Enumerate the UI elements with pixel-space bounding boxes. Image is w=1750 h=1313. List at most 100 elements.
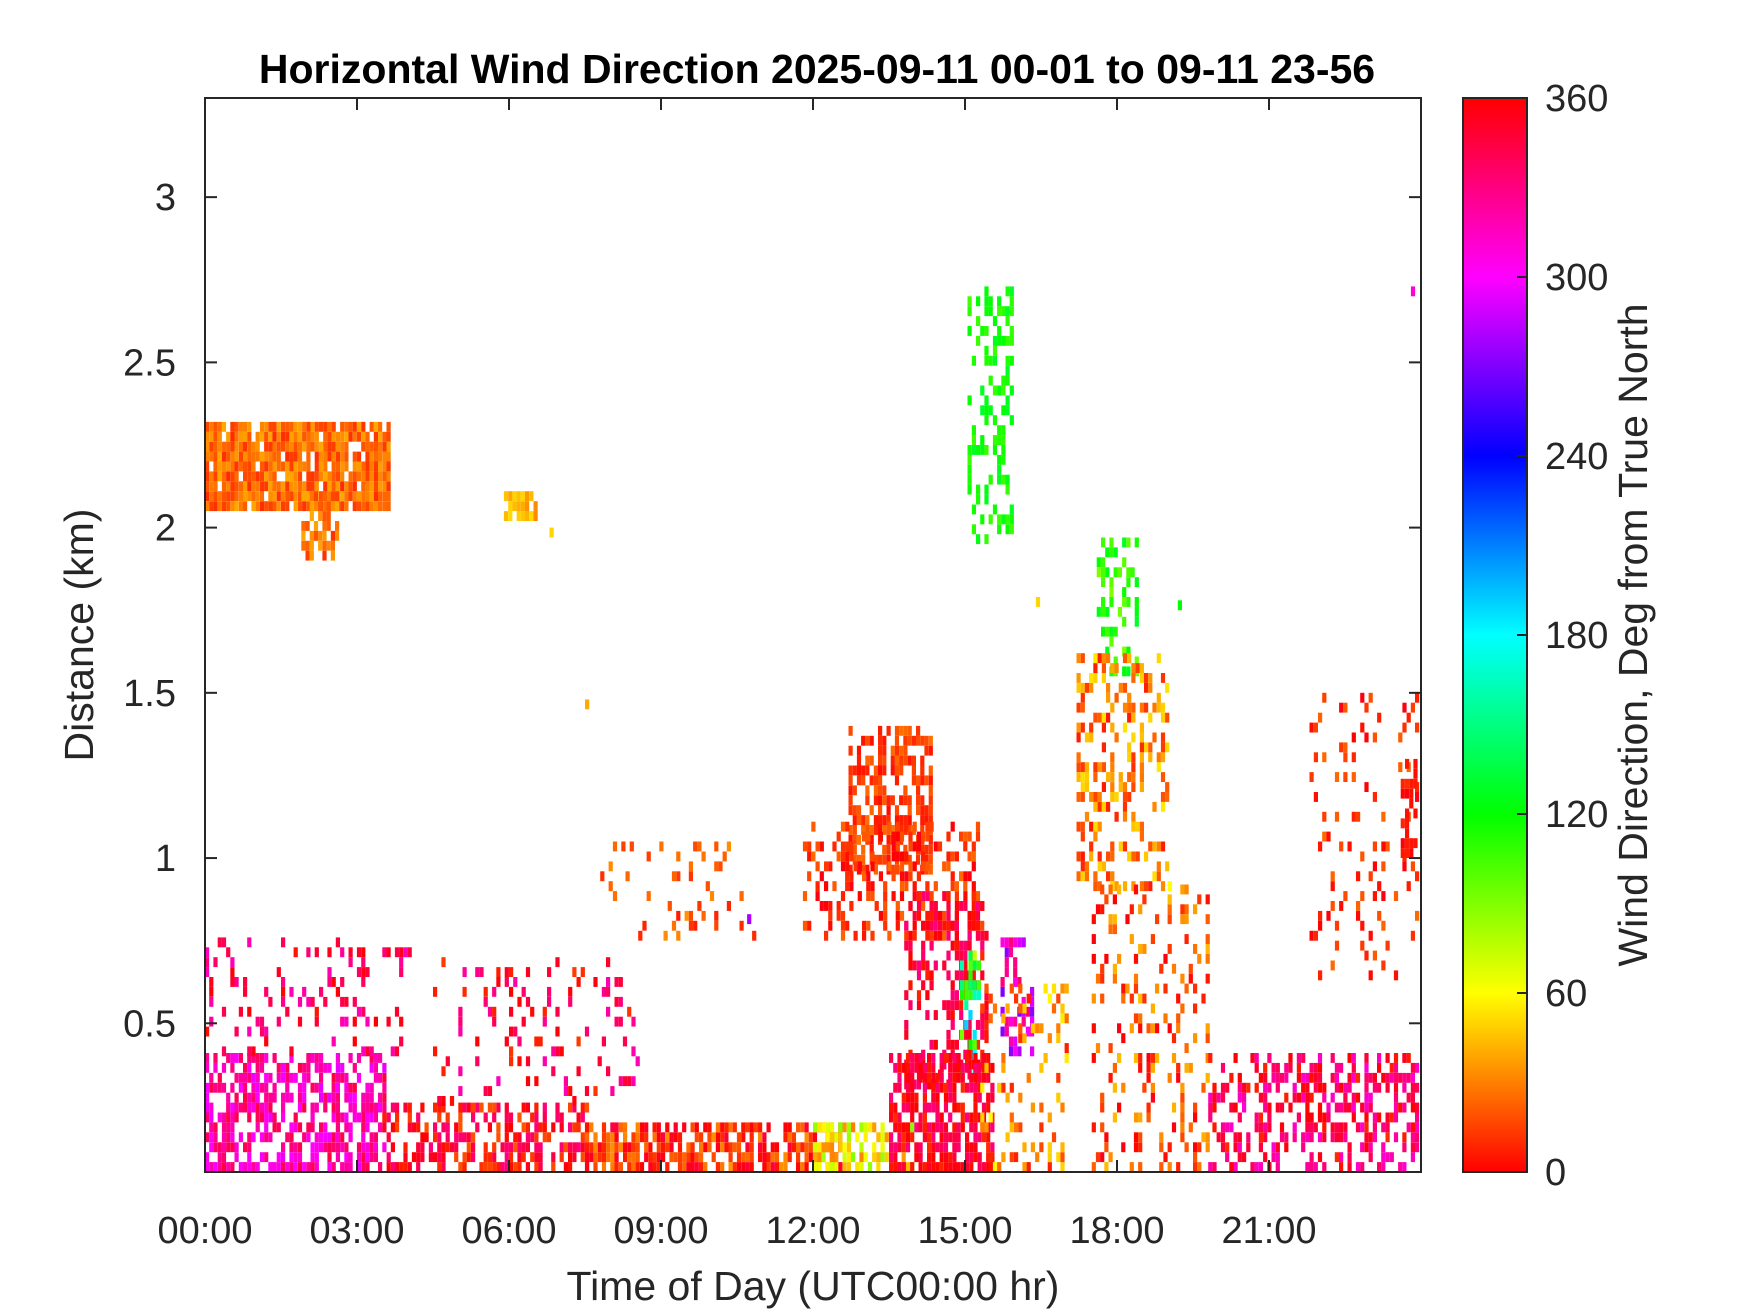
heatmap-cell [301,521,306,531]
heatmap-cell [943,1053,949,1063]
heatmap-cell [1100,904,1105,915]
heatmap-cell [842,1142,847,1153]
heatmap-cell [1410,930,1415,941]
heatmap-cell [306,1053,311,1063]
heatmap-cell [1205,914,1210,925]
heatmap-cell [289,471,294,482]
heatmap-cell [752,930,757,941]
heatmap-cell [948,1082,953,1093]
heatmap-cell [281,1152,286,1163]
heatmap-cell [1100,884,1105,895]
heatmap-cell [234,451,239,462]
heatmap-cell [921,980,926,991]
heatmap-cell [1275,1072,1280,1083]
heatmap-cell [631,1162,636,1172]
heatmap-cell [335,1152,340,1163]
heatmap-cell [369,1132,374,1143]
heatmap-cell [445,1142,450,1153]
heatmap-cell [1022,1142,1027,1153]
heatmap-cell [326,521,331,531]
heatmap-cell [580,1112,585,1123]
heatmap-cell [217,471,222,482]
heatmap-cell [264,421,269,432]
heatmap-cell [1101,653,1106,664]
heatmap-cell [568,1122,573,1133]
heatmap-cell [882,825,887,835]
heatmap-cell [916,871,921,882]
heatmap-cell [272,1082,277,1093]
heatmap-cell [964,990,969,1001]
heatmap-cell [1317,1082,1323,1093]
heatmap-cell [285,431,290,442]
heatmap-cell [876,1152,881,1163]
heatmap-cell [437,1102,442,1113]
heatmap-cell [441,957,446,968]
heatmap-cell [230,501,235,512]
heatmap-cell [762,1152,767,1163]
heatmap-cell [310,1162,315,1172]
heatmap-cell [1322,692,1327,703]
heatmap-cell [929,1039,934,1050]
heatmap-cell [1372,1112,1377,1123]
heatmap-cell [1343,742,1348,753]
heatmap-cell [1415,1062,1420,1073]
heatmap-cell [323,431,328,442]
heatmap-cell [1351,811,1356,822]
heatmap-cell [928,864,933,875]
heatmap-cell [901,1122,906,1133]
heatmap-cell [950,940,955,951]
heatmap-cell [1080,792,1085,802]
heatmap-cell [416,1162,421,1172]
heatmap-cell [1047,1142,1052,1153]
heatmap-cell [551,1046,556,1057]
heatmap-cell [907,735,912,746]
heatmap-cell [1205,944,1210,954]
heatmap-cell [492,1102,497,1113]
heatmap-cell [348,1122,353,1133]
heatmap-cell [348,1102,353,1113]
heatmap-cell [331,1092,336,1103]
heatmap-cell [762,1142,767,1153]
heatmap-cell [356,1072,362,1083]
heatmap-cell [1267,1053,1272,1063]
heatmap-cell [975,930,981,941]
heatmap-cell [929,910,934,921]
heatmap-cell [1113,547,1118,558]
heatmap-cell [840,920,846,931]
heatmap-cell [745,1142,750,1153]
heatmap-cell [758,1122,763,1133]
heatmap-cell [437,1152,442,1163]
heatmap-cell [916,990,922,1001]
heatmap-cell [601,1142,607,1153]
heatmap-cell [1095,904,1101,915]
heatmap-cell [984,355,989,366]
heatmap-cell [928,745,933,756]
heatmap-cell [471,1142,476,1153]
heatmap-cell [817,1142,822,1153]
heatmap-cell [437,1142,442,1153]
heatmap-cell [386,1112,391,1123]
heatmap-cell [386,421,391,432]
heatmap-cell [356,451,362,462]
heatmap-cell [1279,1132,1285,1143]
heatmap-cell [289,491,294,502]
heatmap-cell [534,1162,539,1172]
heatmap-cell [741,1132,746,1143]
heatmap-cell [1415,1132,1420,1143]
heatmap-cell [285,1072,290,1083]
heatmap-cell [289,1152,294,1163]
heatmap-cell [878,805,883,816]
heatmap-cell [652,1152,657,1163]
heatmap-cell [323,1092,328,1103]
heatmap-cell [907,805,912,816]
heatmap-cell [840,851,846,862]
heatmap-cell [916,775,921,786]
heatmap-cell [903,785,908,796]
heatmap-cell [905,1053,911,1063]
heatmap-cell [1001,385,1006,396]
heatmap-cell [986,1102,991,1113]
heatmap-cell [878,871,883,882]
heatmap-cell [676,871,681,882]
heatmap-cell [221,421,227,432]
heatmap-cell [441,1122,446,1133]
